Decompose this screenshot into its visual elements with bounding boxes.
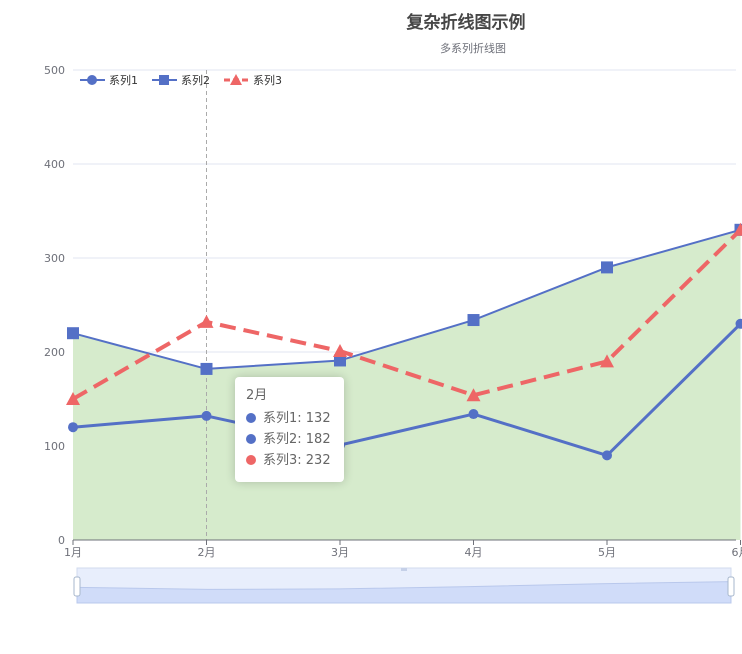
chart-subtitle: 多系列折线图 [440, 41, 506, 55]
data-zoom-slider[interactable] [73, 567, 735, 604]
x-tick-label-5: 6月 [732, 546, 742, 559]
tooltip-value-series3: 系列3: 232 [263, 453, 331, 468]
series-3-point-4[interactable] [600, 354, 614, 368]
series-layer [66, 222, 742, 461]
legend-item-series3[interactable]: 系列3 [224, 73, 282, 87]
tooltip-dot-series2 [246, 434, 256, 444]
tooltip-row-series1: 系列1: 132 [246, 408, 333, 429]
series-2-point-4[interactable] [601, 261, 613, 274]
legend-label-2: 系列2 [181, 73, 210, 87]
y-tick-label-0: 0 [58, 534, 65, 547]
y-tick-label-2: 200 [44, 346, 65, 359]
series-3-point-5[interactable] [733, 222, 742, 236]
y-tick-label-4: 400 [44, 158, 65, 171]
area-layer [73, 229, 741, 541]
tooltip-value-series2: 系列2: 182 [263, 432, 331, 447]
series-2-area [73, 229, 741, 541]
zoom-move-handle[interactable] [401, 568, 407, 571]
series-1-point-5[interactable] [735, 318, 742, 329]
series-3-point-2[interactable] [333, 344, 347, 358]
tooltip-title: 2月 [246, 388, 268, 403]
series-3-point-0[interactable] [66, 392, 80, 405]
x-axis: 1月 2月 3月 4月 5月 6月 [64, 539, 742, 559]
tooltip-value-series1: 系列1: 132 [263, 411, 331, 426]
legend-item-series2[interactable]: 系列2 [152, 73, 210, 87]
series-1-point-0[interactable] [68, 422, 78, 433]
legend-marker-3[interactable] [230, 74, 242, 85]
zoom-handle-end[interactable] [727, 576, 735, 597]
series-1-point-4[interactable] [602, 450, 612, 461]
series-2-line [72, 228, 741, 370]
series-2-point-3[interactable] [467, 314, 480, 327]
tooltip-row-series3: 系列3: 232 [246, 450, 333, 471]
x-tick-label-2: 3月 [331, 546, 349, 559]
tooltip-row-series2: 系列2: 182 [246, 429, 333, 450]
series-3-point-3[interactable] [466, 388, 481, 402]
zoom-handle-start[interactable] [73, 576, 81, 597]
y-tick-label-5: 500 [44, 64, 65, 77]
series-2-point-2[interactable] [334, 354, 346, 367]
y-tick-label-1: 100 [44, 440, 65, 453]
legend-marker-2[interactable] [159, 75, 169, 85]
chart-tooltip: 2月 系列1: 132 系列2: 182 系列3: 232 [235, 377, 344, 482]
series-3-line [71, 228, 742, 401]
series-2-point-1[interactable] [200, 362, 213, 375]
legend[interactable]: 系列1 系列2 系列3 [80, 73, 282, 87]
y-tick-label-3: 300 [44, 252, 65, 265]
series-1-line [72, 322, 742, 457]
legend-label-1: 系列1 [109, 73, 138, 87]
x-tick-label-4: 5月 [598, 546, 616, 559]
x-tick-label-1: 2月 [198, 546, 216, 559]
legend-label-3: 系列3 [253, 73, 282, 87]
series-1-point-1[interactable] [201, 410, 212, 421]
x-tick-label-3: 4月 [465, 546, 483, 559]
legend-marker-1[interactable] [87, 75, 97, 85]
series-2-point-0[interactable] [67, 327, 79, 340]
x-tick-label-0: 1月 [64, 546, 82, 559]
tooltip-dot-series1 [246, 413, 256, 423]
series-1-point-3[interactable] [468, 409, 479, 420]
legend-item-series1[interactable]: 系列1 [80, 73, 138, 87]
y-axis-ticks: 0 100 200 300 400 500 [44, 64, 65, 547]
chart-title: 复杂折线图示例 [406, 12, 526, 33]
series-3-point-1[interactable] [199, 314, 214, 328]
tooltip-dot-series3 [246, 455, 256, 465]
